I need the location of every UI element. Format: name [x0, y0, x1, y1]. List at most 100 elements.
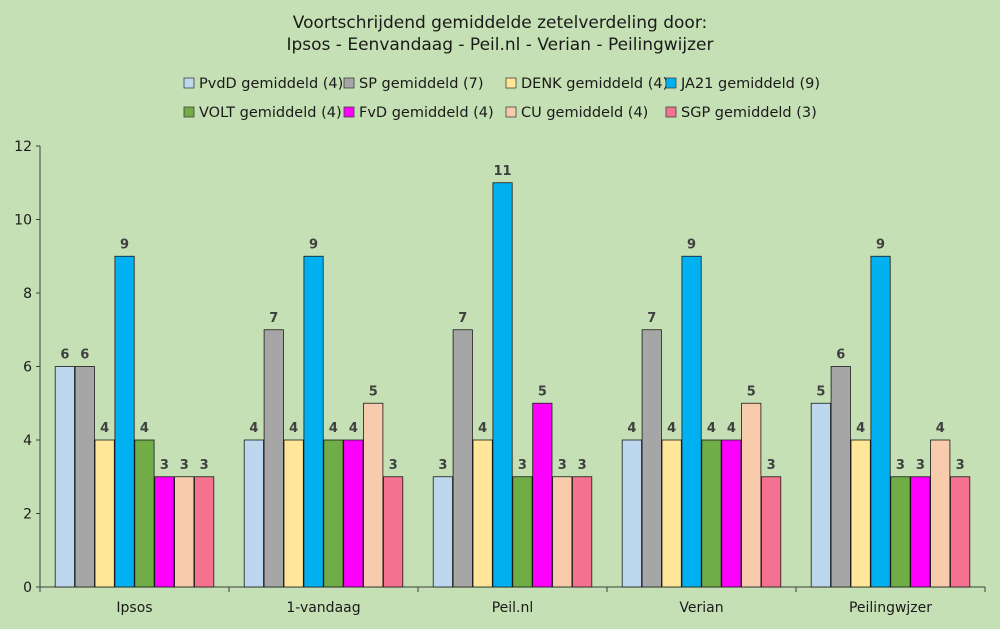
- bar: [343, 439, 364, 588]
- legend-swatch-4: [665, 77, 677, 89]
- legend-swatch-2: [343, 77, 355, 89]
- data-label: 4: [478, 421, 487, 436]
- legend: PvdD gemiddeld (4) SP gemiddeld (7) DENK g…: [183, 76, 820, 121]
- data-label: 3: [896, 458, 905, 473]
- legend-swatch-6: [343, 106, 355, 118]
- bar: [552, 476, 573, 588]
- data-label: 7: [458, 311, 467, 326]
- data-label: 11: [494, 164, 512, 179]
- data-label: 3: [767, 458, 776, 473]
- bar: [661, 439, 682, 588]
- bar: [243, 439, 264, 588]
- data-label: 3: [200, 458, 209, 473]
- x-tick-label: 1-vandaag: [286, 600, 360, 616]
- data-label: 3: [160, 458, 169, 473]
- y-tick-label: 0: [23, 580, 32, 596]
- bar: [114, 255, 135, 588]
- data-label: 4: [727, 421, 736, 436]
- y-tick-label: 12: [14, 139, 32, 155]
- data-label: 3: [518, 458, 527, 473]
- legend-label-2: SP gemiddeld (7): [359, 76, 484, 92]
- data-label: 9: [120, 237, 129, 252]
- data-label: 4: [627, 421, 636, 436]
- bar: [432, 476, 453, 588]
- x-tick-label: Peilingwjzer: [849, 600, 932, 616]
- data-label: 4: [667, 421, 676, 436]
- data-label: 3: [916, 458, 925, 473]
- chart-title-line-1: Voortschrijdend gemiddelde zetelverdelin…: [293, 13, 707, 33]
- bar: [681, 255, 702, 588]
- bar: [194, 476, 215, 588]
- bar: [621, 439, 642, 588]
- bar: [472, 439, 493, 588]
- bar: [701, 439, 722, 588]
- data-label: 9: [309, 237, 318, 252]
- data-label: 9: [876, 237, 885, 252]
- chart-title-line-2: Ipsos - Eenvandaag - Peil.nl - Verian - …: [286, 35, 713, 55]
- bar: [174, 476, 195, 588]
- legend-swatch-8: [665, 106, 677, 118]
- bar: [810, 402, 831, 588]
- legend-label-6: FvD gemiddeld (4): [359, 105, 494, 121]
- bar: [303, 255, 324, 588]
- bar: [323, 439, 344, 588]
- bar: [532, 402, 553, 588]
- bar: [363, 402, 384, 588]
- bar: [910, 476, 931, 588]
- data-label: 3: [956, 458, 965, 473]
- bar: [870, 255, 891, 588]
- bar: [950, 476, 971, 588]
- data-label: 5: [747, 384, 756, 399]
- bar: [741, 402, 762, 588]
- data-label: 4: [289, 421, 298, 436]
- bar: [930, 439, 951, 588]
- legend-swatch-1: [183, 77, 195, 89]
- legend-label-8: SGP gemiddeld (3): [681, 105, 817, 121]
- data-label: 5: [369, 384, 378, 399]
- bar: [512, 476, 533, 588]
- x-tick-label: Peil.nl: [492, 600, 534, 616]
- data-label: 5: [538, 384, 547, 399]
- data-label: 7: [647, 311, 656, 326]
- data-label: 6: [80, 348, 89, 363]
- legend-label-4: JA21 gemiddeld (9): [680, 76, 820, 92]
- bar: [492, 182, 513, 588]
- bar: [761, 476, 782, 588]
- bar: [721, 439, 742, 588]
- y-tick-label: 8: [23, 286, 32, 302]
- data-label: 9: [687, 237, 696, 252]
- data-label: 4: [329, 421, 338, 436]
- data-label: 4: [140, 421, 149, 436]
- data-label: 6: [836, 348, 845, 363]
- data-label: 3: [438, 458, 447, 473]
- bar: [890, 476, 911, 588]
- bar: [641, 329, 662, 588]
- legend-swatch-7: [505, 106, 517, 118]
- bar: [452, 329, 473, 588]
- y-tick-label: 2: [23, 507, 32, 523]
- data-label: 3: [558, 458, 567, 473]
- bar: [572, 476, 593, 588]
- data-label: 3: [180, 458, 189, 473]
- bar: [134, 439, 155, 588]
- y-tick-label: 10: [14, 213, 32, 229]
- x-tick-label: Ipsos: [116, 600, 152, 616]
- legend-label-1: PvdD gemiddeld (4): [199, 76, 343, 92]
- data-label: 4: [249, 421, 258, 436]
- bar: [74, 366, 95, 588]
- legend-label-5: VOLT gemiddeld (4): [199, 105, 342, 121]
- data-label: 7: [269, 311, 278, 326]
- data-label: 4: [707, 421, 716, 436]
- data-label: 4: [936, 421, 945, 436]
- bar: [94, 439, 115, 588]
- data-label: 5: [816, 384, 825, 399]
- data-label: 3: [389, 458, 398, 473]
- data-label: 3: [578, 458, 587, 473]
- legend-label-7: CU gemiddeld (4): [521, 105, 648, 121]
- legend-swatch-3: [505, 77, 517, 89]
- legend-swatch-5: [183, 106, 195, 118]
- bar: [850, 439, 871, 588]
- data-label: 4: [100, 421, 109, 436]
